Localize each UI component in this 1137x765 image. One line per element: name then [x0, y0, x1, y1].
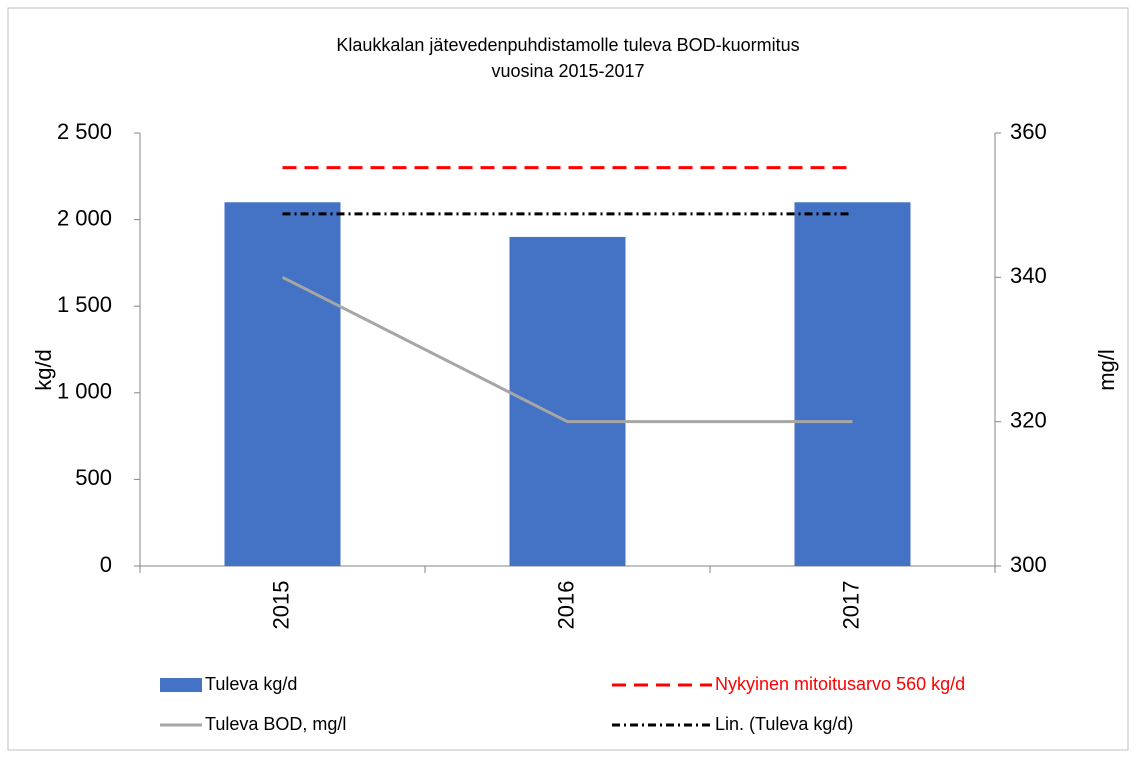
- x-tick-label: 2017: [838, 581, 863, 630]
- y2-tick-label: 320: [1010, 407, 1047, 432]
- legend-label: Lin. (Tuleva kg/d): [715, 714, 853, 734]
- legend-label: Nykyinen mitoitusarvo 560 kg/d: [715, 674, 965, 694]
- line-series: [281, 275, 853, 424]
- bar: [794, 202, 911, 566]
- y-tick-label: 2 000: [57, 205, 112, 230]
- y-tick-label: 2 500: [57, 119, 112, 144]
- chart-title: Klaukkalan jätevedenpuhdistamolle tuleva…: [336, 35, 799, 55]
- x-tick-label: 2016: [553, 581, 578, 630]
- y2-tick-label: 340: [1010, 263, 1047, 288]
- y-tick-label: 0: [100, 552, 112, 577]
- y-tick-label: 1 000: [57, 379, 112, 404]
- y2-tick-label: 360: [1010, 119, 1047, 144]
- x-tick-label: 2015: [268, 581, 293, 630]
- y-axis-label: kg/d: [31, 349, 56, 391]
- legend-label: Tuleva BOD, mg/l: [205, 714, 346, 734]
- legend-label: Tuleva kg/d: [205, 674, 297, 694]
- legend-swatch: [160, 678, 202, 692]
- y2-tick-label: 300: [1010, 552, 1047, 577]
- chart-title: vuosina 2015-2017: [491, 61, 644, 81]
- y-tick-label: 500: [75, 465, 112, 490]
- y-tick-label: 1 500: [57, 292, 112, 317]
- bar: [224, 202, 341, 566]
- y2-axis-label: mg/l: [1094, 349, 1119, 391]
